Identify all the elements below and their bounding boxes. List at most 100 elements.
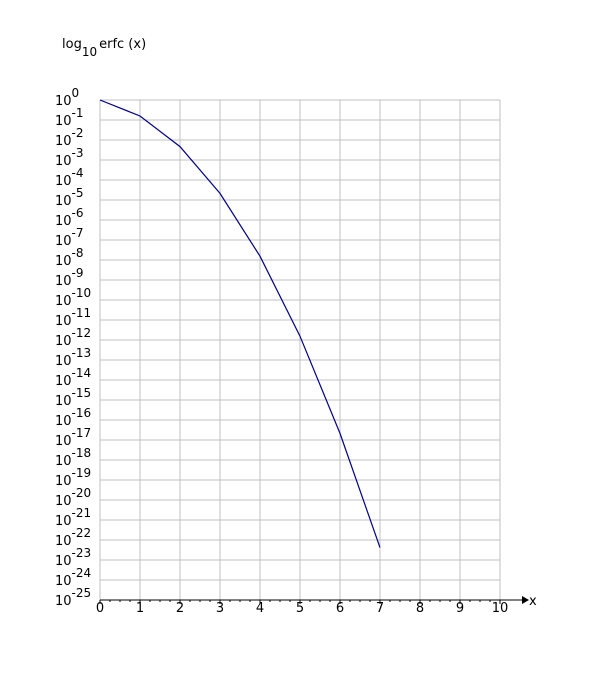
y-tick-base: 10 <box>55 154 72 169</box>
y-tick-base: 10 <box>55 474 72 489</box>
y-tick-exponent: -13 <box>72 346 92 360</box>
y-tick-base: 10 <box>55 534 72 549</box>
y-tick-label: 10-2 <box>55 126 84 149</box>
y-tick-label: 10-16 <box>55 406 91 429</box>
y-tick-base: 10 <box>55 554 72 569</box>
y-tick-exponent: -3 <box>72 146 84 160</box>
y-tick-exponent: -21 <box>72 506 92 520</box>
y-tick-label: 10-7 <box>55 226 84 249</box>
chart-title-func: erfc (x) <box>99 37 146 52</box>
y-tick-label: 10-23 <box>55 546 91 569</box>
y-tick-base: 10 <box>55 194 72 209</box>
y-tick-base: 10 <box>55 114 72 129</box>
y-tick-base: 10 <box>55 514 72 529</box>
y-tick-label: 10-24 <box>55 566 91 589</box>
y-tick-label: 10-25 <box>55 586 91 609</box>
y-tick-label: 10-12 <box>55 326 91 349</box>
grid <box>99 99 501 601</box>
chart-title-log: log <box>62 37 82 52</box>
y-tick-base: 10 <box>55 94 72 109</box>
y-tick-label: 10-6 <box>55 206 84 229</box>
x-tick-label: 5 <box>296 601 304 616</box>
y-tick-base: 10 <box>55 454 72 469</box>
y-tick-label: 10-15 <box>55 386 91 409</box>
x-tick-label: 4 <box>256 601 264 616</box>
y-tick-base: 10 <box>55 594 72 609</box>
y-tick-labels: 10010-110-210-310-410-510-610-710-810-91… <box>55 86 91 609</box>
y-tick-base: 10 <box>55 334 72 349</box>
y-tick-exponent: -10 <box>72 286 92 300</box>
y-tick-exponent: -17 <box>72 426 92 440</box>
y-tick-label: 10-3 <box>55 146 84 169</box>
y-tick-base: 10 <box>55 174 72 189</box>
x-tick-label: 8 <box>416 601 424 616</box>
x-tick-label: 6 <box>336 601 344 616</box>
y-tick-exponent: -9 <box>72 266 84 280</box>
y-tick-exponent: -8 <box>72 246 84 260</box>
y-tick-exponent: -11 <box>72 306 92 320</box>
y-tick-label: 10-8 <box>55 246 84 269</box>
y-tick-label: 10-17 <box>55 426 91 449</box>
y-tick-base: 10 <box>55 294 72 309</box>
data-series <box>99 99 381 548</box>
y-tick-exponent: -1 <box>72 106 84 120</box>
y-tick-exponent: -23 <box>72 546 92 560</box>
y-tick-exponent: -4 <box>72 166 84 180</box>
y-tick-label: 10-19 <box>55 466 91 489</box>
y-tick-base: 10 <box>55 134 72 149</box>
y-tick-exponent: -2 <box>72 126 84 140</box>
y-tick-base: 10 <box>55 354 72 369</box>
y-tick-base: 10 <box>55 254 72 269</box>
y-tick-exponent: -15 <box>72 386 92 400</box>
y-tick-exponent: -18 <box>72 446 92 460</box>
y-tick-exponent: -22 <box>72 526 92 540</box>
y-tick-label: 10-4 <box>55 166 84 189</box>
y-tick-label: 10-9 <box>55 266 84 289</box>
y-tick-base: 10 <box>55 494 72 509</box>
x-tick-label: 1 <box>136 601 144 616</box>
x-tick-label: 7 <box>376 601 384 616</box>
y-tick-label: 10-5 <box>55 186 84 209</box>
y-tick-base: 10 <box>55 214 72 229</box>
y-tick-exponent: -24 <box>72 566 92 580</box>
y-tick-base: 10 <box>55 414 72 429</box>
x-tick-label: 0 <box>96 601 104 616</box>
y-tick-label: 10-10 <box>55 286 91 309</box>
y-tick-label: 10-20 <box>55 486 91 509</box>
y-tick-exponent: -16 <box>72 406 92 420</box>
y-tick-exponent: -14 <box>72 366 92 380</box>
chart-title-base: 10 <box>82 45 97 59</box>
y-tick-label: 100 <box>55 86 79 109</box>
y-tick-exponent: -6 <box>72 206 84 220</box>
x-tick-labels: 0 1 2 3 4 5 6 7 8 9 10 <box>96 601 508 616</box>
y-tick-base: 10 <box>55 434 72 449</box>
x-axis-label: x <box>529 594 537 609</box>
x-tick-label: 2 <box>176 601 184 616</box>
x-tick-label: 9 <box>456 601 464 616</box>
x-tick-label: 10 <box>492 601 509 616</box>
y-tick-exponent: -12 <box>72 326 92 340</box>
chart-title: log10 erfc (x) <box>62 37 146 59</box>
y-tick-exponent: -7 <box>72 226 84 240</box>
y-tick-exponent: -19 <box>72 466 92 480</box>
y-tick-label: 10-11 <box>55 306 91 329</box>
x-axis-arrow <box>522 596 529 604</box>
y-tick-label: 10-21 <box>55 506 91 529</box>
y-tick-exponent: -5 <box>72 186 84 200</box>
y-tick-base: 10 <box>55 574 72 589</box>
y-tick-base: 10 <box>55 374 72 389</box>
y-tick-exponent: -25 <box>72 586 92 600</box>
y-tick-base: 10 <box>55 314 72 329</box>
x-tick-label: 3 <box>216 601 224 616</box>
y-tick-label: 10-1 <box>55 106 84 129</box>
y-tick-label: 10-22 <box>55 526 91 549</box>
y-tick-base: 10 <box>55 234 72 249</box>
y-tick-label: 10-14 <box>55 366 91 389</box>
y-tick-exponent: 0 <box>72 86 80 100</box>
y-tick-base: 10 <box>55 394 72 409</box>
y-tick-exponent: -20 <box>72 486 92 500</box>
y-tick-label: 10-18 <box>55 446 91 469</box>
y-tick-base: 10 <box>55 274 72 289</box>
axes <box>99 596 529 604</box>
